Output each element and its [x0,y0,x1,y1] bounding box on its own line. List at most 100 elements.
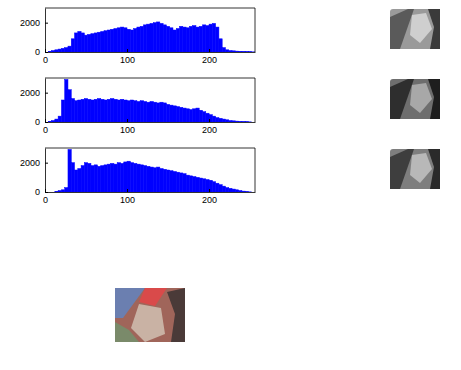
bars [48,79,251,122]
histogram-bar [199,110,202,122]
plot-background [45,8,255,52]
histogram-bar [203,179,206,192]
frame-right [255,78,256,122]
histogram-bar [166,104,169,122]
histogram-bar [75,33,78,52]
thumbnail-ground [115,288,185,342]
histogram-bar [196,108,199,122]
histogram-bar [71,39,74,52]
histogram-bar [176,29,179,52]
histogram-bar [127,101,130,122]
histogram-bar [239,191,242,192]
histogram-bar [78,100,81,122]
histogram-bar [163,103,166,122]
histogram-bar [216,118,219,122]
histogram-bar [193,177,196,192]
histogram-bar [209,24,212,52]
histogram-bar [127,161,130,192]
thumbnail-shape [390,9,414,49]
tick-label: 0 [43,125,48,135]
histogram-bar [157,103,160,122]
histogram-bar [147,102,150,122]
tick-mark [45,93,48,94]
histogram-bar [176,172,179,192]
histogram-bar [48,192,51,193]
tick-mark [45,52,48,53]
histogram-bar [245,51,248,52]
histogram-bar [193,109,196,122]
axis-line [46,122,256,123]
histogram-bar [180,107,183,122]
histogram-panel: 010020002000 [20,148,256,205]
tick-label: 0 [35,47,40,57]
histogram-bar [68,46,71,52]
histogram-bar [71,99,74,122]
histogram-bar [170,105,173,122]
histogram-bar [81,99,84,122]
histogram-bar [143,101,146,122]
histogram-bar [88,163,91,192]
histogram-bar [137,27,140,52]
histogram-bar [163,169,166,192]
histogram-bar [84,35,87,52]
tick-label: 0 [35,187,40,197]
tick-label: 2000 [20,88,40,98]
histogram-bar [52,192,55,193]
y-axis: 02000 [20,9,48,58]
histogram-bar [212,182,215,192]
histogram-bar [55,119,58,122]
axis-line [45,79,46,123]
tick: 100 [120,49,135,65]
histogram-bar [206,180,209,192]
histogram-bar [180,173,183,192]
histogram-bar [84,163,87,192]
tick-label: 0 [43,55,48,65]
histogram-bar [216,183,219,192]
plot-background [45,78,255,122]
plot-background [45,148,255,192]
tick: 0 [35,117,48,127]
histogram-bar [61,48,64,52]
tick: 2000 [20,158,48,168]
tick: 200 [202,119,217,135]
tick-label: 0 [43,195,48,205]
histogram-bar [94,165,97,192]
histogram-bar [189,176,192,192]
histogram-panel: 010020002000 [20,78,256,135]
tick: 0 [35,47,48,57]
tick-mark [45,122,48,123]
tick-label: 2000 [20,158,40,168]
histogram-bar [101,99,104,122]
histogram-bar [111,29,114,52]
histogram-bar [104,100,107,122]
histogram-bar [225,188,228,192]
histogram-bar [134,163,137,192]
histogram-bar [107,164,110,192]
histogram-bar [196,27,199,52]
histogram-bar [140,101,143,122]
histogram-bar [98,99,101,122]
histogram-bar [137,101,140,122]
histogram-bar [140,165,143,192]
histogram-bar [61,100,64,122]
y-axis: 0 2000 [20,79,48,128]
histogram-bar [248,191,251,192]
axis-line [46,192,256,193]
tick-mark [127,119,128,122]
histogram-bar [127,29,130,52]
frame-right [255,148,256,192]
histogram-bar [186,175,189,192]
histogram-bar [140,26,143,52]
histogram-bar [245,121,248,122]
histogram-bar [232,189,235,192]
histogram-bar [183,174,186,192]
histogram-bar [242,191,245,192]
axis-line [45,149,46,193]
frame-top [45,78,255,79]
thumbnail-shape [139,288,167,306]
histogram-bar [229,51,232,52]
histogram-bar [143,166,146,192]
bars [48,22,255,52]
histogram-bar [166,26,169,52]
histogram-bar [150,23,153,52]
